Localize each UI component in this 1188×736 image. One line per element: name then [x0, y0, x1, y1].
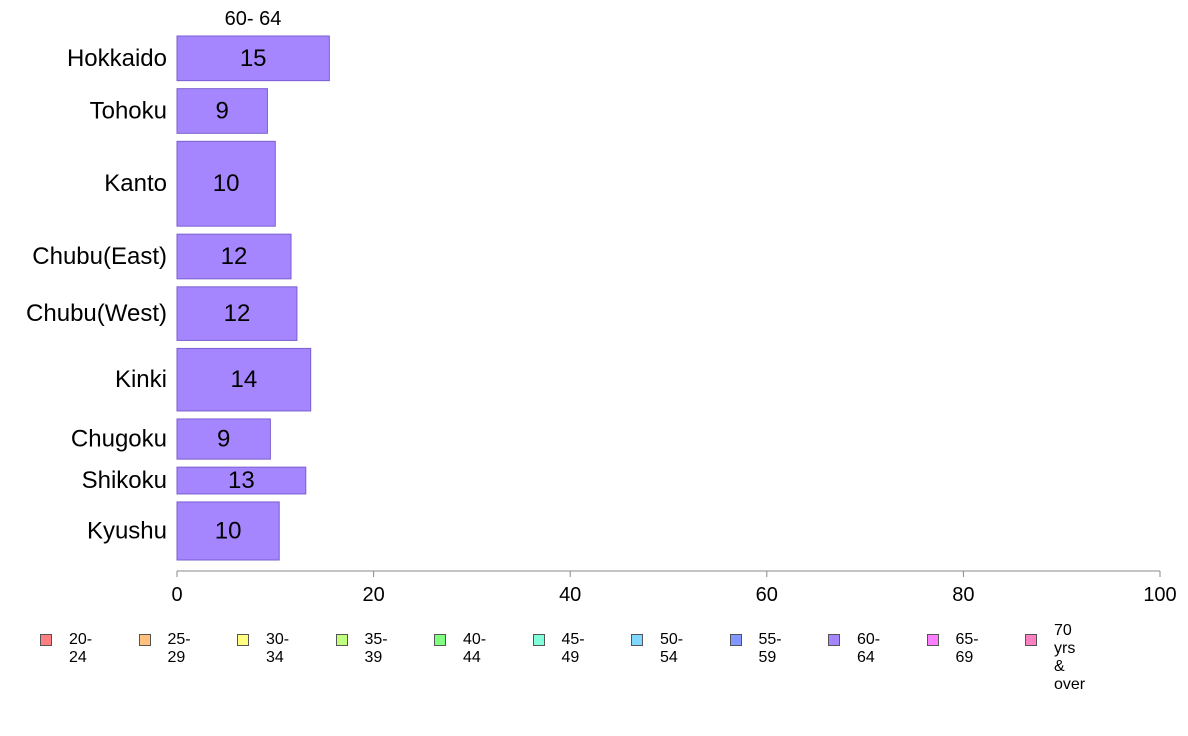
legend-swatch — [532, 634, 545, 646]
legend-label: 65- 69 — [955, 631, 979, 666]
value-label: 14 — [230, 366, 257, 393]
series-title: 60- 64 — [225, 8, 282, 30]
legend-label: 35- 39 — [364, 631, 388, 666]
bar-chugoku — [176, 418, 271, 460]
category-label: Kinki — [115, 366, 167, 393]
bars-layer: Hokkaido 15 Tohoku 9 Kanto 10 Chubu(East) 12 Chu… — [26, 35, 330, 561]
legend-label: 20- 24 — [69, 631, 93, 666]
legend-label: 40- 44 — [463, 631, 487, 666]
bar-kanto — [176, 140, 276, 227]
x-tick-label: 100 — [1143, 584, 1176, 606]
bar-chubu-west — [176, 286, 298, 341]
legend-swatch — [335, 634, 348, 646]
category-label: Kyushu — [87, 517, 167, 544]
value-label: 10 — [215, 517, 242, 544]
legend-swatch — [729, 634, 742, 646]
bar-tohoku — [176, 88, 268, 134]
bar-chart: 60- 64 Hokkaido 15 Tohoku 9 Kanto 10 Chubu(Eas… — [26, 8, 1177, 606]
value-label: 9 — [217, 426, 230, 453]
legend-swatch — [631, 634, 643, 646]
legend-label: 30- 34 — [266, 631, 290, 666]
legend-swatch — [40, 634, 52, 646]
category-label: Chubu(East) — [32, 243, 167, 270]
x-tick-label: 40 — [559, 584, 581, 606]
value-label: 13 — [228, 467, 255, 494]
value-label: 12 — [221, 243, 248, 270]
x-tick-label: 60 — [756, 584, 778, 606]
legend-label: 50- 54 — [660, 631, 684, 666]
x-tick-label: 80 — [952, 584, 974, 606]
x-tick-label: 20 — [362, 584, 384, 606]
x-tick-label: 0 — [171, 584, 182, 606]
legend-label: 70 yrs & over — [1054, 622, 1086, 693]
category-label: Shikoku — [82, 467, 167, 494]
x-axis-ticks: 0 20 40 60 80 100 — [171, 571, 1177, 606]
value-label: 15 — [240, 45, 267, 72]
bar-hokkaido — [176, 35, 330, 82]
value-label: 12 — [224, 300, 251, 327]
category-label: Tohoku — [90, 97, 167, 124]
bar-kyushu — [176, 501, 280, 561]
legend-swatch — [237, 634, 249, 646]
legend-swatch — [828, 634, 840, 646]
bar-chubu-east — [176, 233, 292, 280]
legend-label: 45- 49 — [561, 631, 585, 666]
value-label: 10 — [213, 170, 240, 197]
legend-swatch — [926, 634, 939, 646]
legend-label: 55- 59 — [758, 631, 782, 666]
bar-kinki — [176, 347, 312, 412]
legend-label: 60- 64 — [857, 631, 881, 666]
category-label: Chubu(West) — [26, 300, 167, 327]
legend-label: 25- 29 — [167, 631, 191, 666]
legend-swatch — [434, 634, 446, 646]
legend-swatch — [1025, 634, 1037, 646]
category-label: Chugoku — [71, 426, 167, 453]
value-label: 9 — [216, 97, 229, 124]
category-label: Hokkaido — [67, 45, 167, 72]
bar-shikoku — [176, 466, 307, 495]
category-label: Kanto — [104, 170, 167, 197]
legend-swatch — [138, 634, 151, 646]
